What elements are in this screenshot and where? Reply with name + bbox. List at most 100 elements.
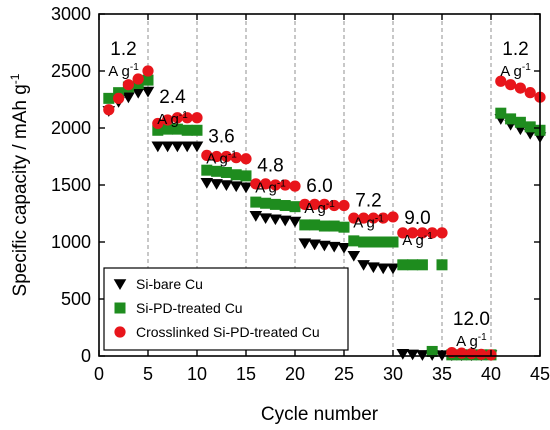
- data-point: [181, 124, 193, 136]
- data-point: [514, 82, 527, 94]
- x-tick-label: 15: [236, 364, 256, 384]
- data-point: [171, 112, 183, 124]
- y-axis-title-superscript: -1: [8, 73, 22, 84]
- x-tick-label: 0: [94, 364, 104, 384]
- data-point: [426, 227, 438, 239]
- data-point: [201, 164, 213, 176]
- legend-box: [103, 267, 349, 351]
- data-point: [289, 201, 301, 213]
- data-point: [220, 166, 232, 178]
- rate-unit-superscript: -1: [130, 62, 139, 73]
- data-point: [220, 150, 232, 163]
- data-point: [250, 196, 262, 208]
- rate-label-value: 9.0: [404, 208, 430, 229]
- rate-label-value: 1.2: [502, 39, 528, 60]
- data-point: [240, 153, 252, 165]
- rate-label: 12.0 A g-1: [453, 309, 490, 350]
- data-point: [260, 178, 272, 190]
- data-point: [269, 179, 281, 191]
- axis-ticks: 0 5 10 15 20 25 30 35 40 45 0 500 1000 1500 2000 2500 30…: [51, 4, 550, 384]
- data-point: [239, 182, 253, 194]
- data-point: [357, 260, 370, 271]
- rate-label-unit: A g-1: [304, 199, 335, 217]
- x-tick-label: 20: [285, 364, 305, 384]
- y-tick-label: 2500: [51, 61, 91, 81]
- y-tick-label: 1500: [51, 175, 91, 195]
- rate-label: 6.0 A g-1: [304, 176, 335, 217]
- rate-unit-text: A g: [157, 111, 179, 128]
- data-point: [309, 219, 321, 231]
- data-point: [505, 113, 517, 125]
- rate-unit-superscript: -1: [228, 149, 237, 160]
- data-point: [318, 198, 330, 210]
- legend-label: Si-PD-treated Cu: [136, 300, 243, 316]
- data-point: [288, 216, 302, 228]
- rate-label: 4.8 A g-1: [255, 155, 286, 196]
- data-point: [278, 215, 292, 227]
- data-point: [240, 170, 252, 182]
- x-tick-label: 5: [143, 364, 153, 384]
- legend: Si-bare Cu Si-PD-treated Cu Crosslinked Si…: [103, 267, 349, 351]
- data-point: [230, 152, 242, 164]
- x-tick-label: 10: [187, 364, 207, 384]
- rate-unit-text: A g: [206, 150, 228, 167]
- current-density-labels: 1.2A g-12.4A g-13.6A g-14.8A g-1 6.0A g-1…: [108, 39, 531, 350]
- rate-label: 7.2 A g-1: [353, 191, 384, 232]
- data-point: [151, 141, 165, 153]
- data-point: [161, 141, 174, 153]
- data-point: [367, 262, 380, 274]
- x-tick-label: 45: [530, 364, 550, 384]
- data-point: [191, 112, 203, 124]
- data-point: [495, 107, 507, 119]
- data-point: [397, 259, 409, 271]
- rate-label-unit: A g-1: [206, 149, 237, 167]
- rate-unit-superscript: -1: [277, 178, 286, 189]
- data-point: [377, 236, 389, 248]
- data-point: [131, 87, 145, 99]
- rate-label-unit: A g-1: [500, 62, 531, 80]
- y-tick-label: 0: [81, 346, 91, 366]
- data-point: [387, 211, 399, 223]
- rate-label-value: 6.0: [306, 176, 332, 197]
- data-point: [377, 212, 389, 224]
- data-point: [338, 199, 350, 212]
- rate-label-value: 3.6: [208, 126, 234, 147]
- data-point: [416, 259, 428, 271]
- rate-label-value: 7.2: [355, 191, 381, 212]
- rate-label: 9.0 A g-1: [402, 208, 433, 249]
- data-point: [416, 227, 428, 239]
- rate-unit-superscript: -1: [179, 110, 188, 121]
- data-point: [142, 74, 154, 86]
- data-point: [142, 65, 154, 77]
- rate-label-unit: A g-1: [456, 332, 487, 350]
- y-tick-label: 3000: [51, 4, 91, 24]
- rate-label-unit: A g-1: [157, 110, 188, 128]
- data-point: [200, 177, 214, 189]
- data-point: [309, 198, 321, 210]
- data-point: [122, 79, 134, 91]
- x-tick-label: 35: [432, 364, 452, 384]
- legend-marker: [113, 279, 127, 290]
- data-point: [211, 150, 223, 163]
- data-point: [230, 169, 242, 181]
- data-point: [211, 165, 223, 177]
- data-point: [407, 227, 419, 239]
- data-point: [210, 179, 223, 190]
- data-point: [505, 79, 517, 91]
- data-point: [249, 211, 263, 222]
- data-point: [141, 86, 155, 98]
- data-point: [524, 87, 536, 99]
- data-point: [436, 227, 448, 239]
- data-point: [426, 345, 438, 357]
- data-point: [514, 116, 526, 128]
- x-axis-title: Cycle number: [261, 404, 379, 425]
- y-axis-title: Specific capacity / mAh g-1: [8, 73, 31, 296]
- data-point: [122, 92, 135, 104]
- data-point: [367, 236, 379, 248]
- rate-label-unit: A g-1: [108, 62, 139, 80]
- data-point: [180, 141, 194, 153]
- rate-unit-superscript: -1: [424, 231, 433, 242]
- legend-label: Crosslinked Si-PD-treated Cu: [136, 324, 320, 340]
- y-axis-title-main: Specific capacity / mAh g: [10, 84, 31, 296]
